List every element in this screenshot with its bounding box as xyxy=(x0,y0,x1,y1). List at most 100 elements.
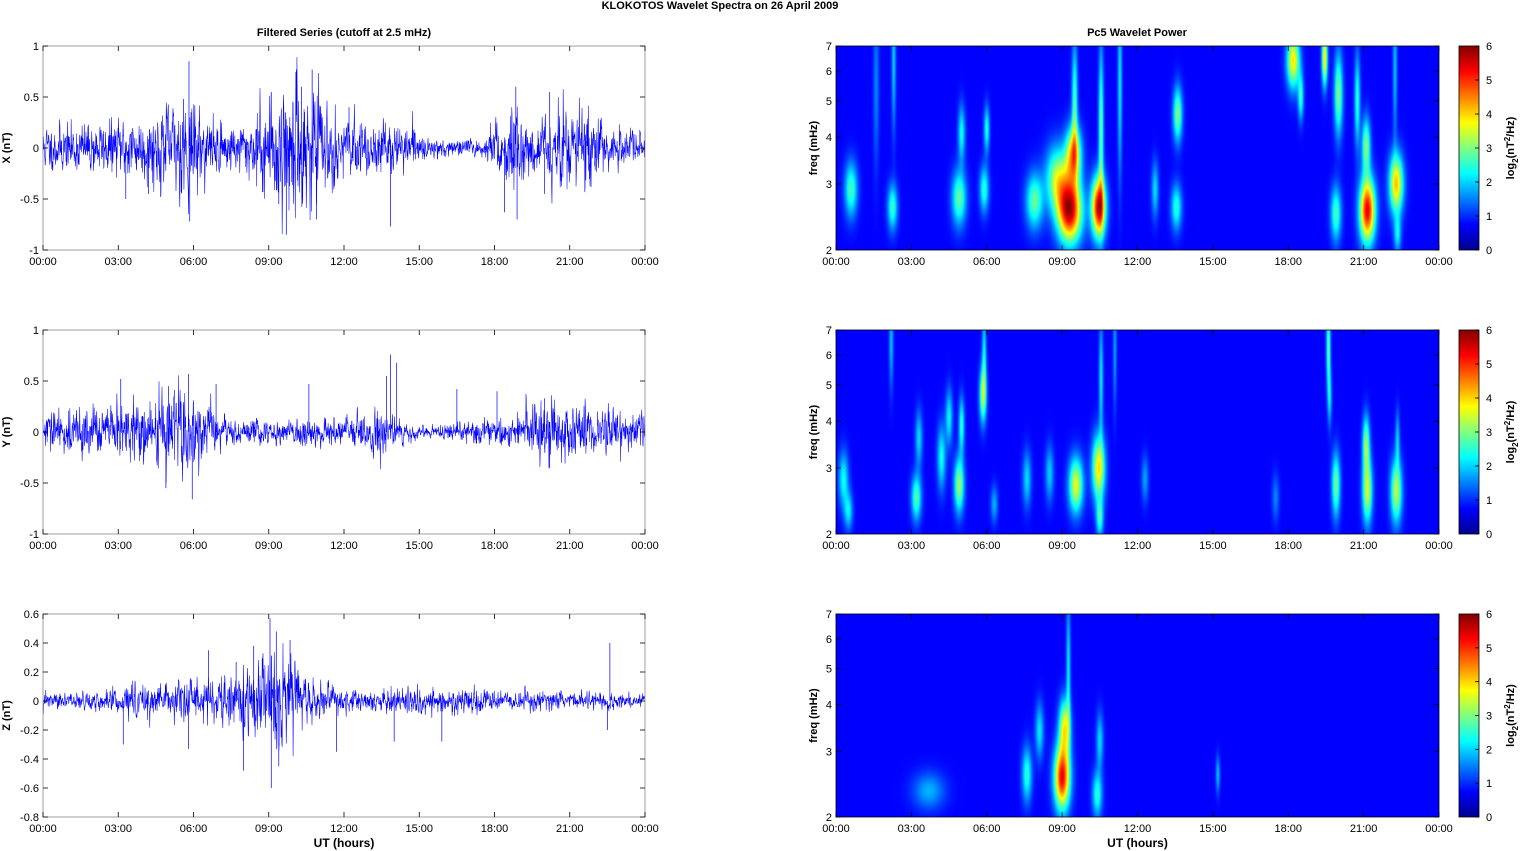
z-wavelet-spectrogram xyxy=(836,614,1439,817)
y-series-ylabel: Y (nT) xyxy=(1,416,13,447)
y-wavelet-colorbar-tick-label: 0 xyxy=(1486,529,1492,541)
x-series-panel: -1 -0.5 0 0.5 1 X (nT) 00:00 03:00 06:00 09:00 12:… xyxy=(1,41,659,268)
x-wavelet-xtick-label: 21:00 xyxy=(1350,256,1378,268)
z-series-xtick-label: 21:00 xyxy=(556,823,584,835)
y-wavelet-ylabel: freq (mHz) xyxy=(808,404,820,459)
x-wavelet-xtick-label: 18:00 xyxy=(1274,256,1302,268)
z-wavelet-xtick-label: 15:00 xyxy=(1199,823,1227,835)
z-wavelet-ytick-label: 4 xyxy=(826,700,832,712)
y-series-ytick-label: 0 xyxy=(33,427,39,439)
z-wavelet-xlabel: UT (hours) xyxy=(1107,836,1168,850)
x-wavelet-xtick-label: 12:00 xyxy=(1124,256,1152,268)
y-series-panel: -1 -0.5 0 0.5 1 Y (nT) 00:00 03:00 06:00 09:00 12:… xyxy=(1,325,659,552)
x-wavelet-xtick-label: 00:00 xyxy=(1425,256,1453,268)
z-series-xtick-label: 00:00 xyxy=(29,823,57,835)
x-wavelet-colorbar-tick-label: 4 xyxy=(1486,109,1492,121)
x-series-xtick-label: 09:00 xyxy=(255,256,283,268)
z-series-ytick-label: 0.2 xyxy=(24,667,39,679)
y-wavelet-ytick-label: 3 xyxy=(826,463,832,475)
x-series-xtick-label: 00:00 xyxy=(29,256,57,268)
y-series-ytick-label: 1 xyxy=(33,325,39,337)
z-wavelet-xtick-label: 06:00 xyxy=(973,823,1001,835)
z-wavelet-ytick-label: 5 xyxy=(826,664,832,676)
y-wavelet-colorbar-tick-label: 5 xyxy=(1486,359,1492,371)
x-wavelet-colorbar-label-part: /Hz) xyxy=(1505,116,1517,137)
z-wavelet-ytick-label: 6 xyxy=(826,634,832,646)
z-series-ytick-label: -0.4 xyxy=(20,754,39,766)
z-series-ytick-label: 0.6 xyxy=(24,609,39,621)
y-series-xtick-label: 12:00 xyxy=(330,540,358,552)
x-wavelet-colorbar-label-part: (nT xyxy=(1505,141,1517,158)
x-wavelet-xtick-label: 09:00 xyxy=(1048,256,1076,268)
x-series-xtick-label: 00:00 xyxy=(631,256,659,268)
left-column-title: Filtered Series (cutoff at 2.5 mHz) xyxy=(257,27,432,39)
y-wavelet-colorbar-tick-label: 1 xyxy=(1486,495,1492,507)
z-series-ytick-label: -0.2 xyxy=(20,725,39,737)
y-wavelet-xtick-label: 15:00 xyxy=(1199,540,1227,552)
z-wavelet-xtick-label: 09:00 xyxy=(1048,823,1076,835)
z-wavelet-colorbar-label-part: 2 xyxy=(1511,725,1520,730)
y-wavelet-spectrogram xyxy=(836,330,1439,534)
y-wavelet-colorbar-label-part: log xyxy=(1505,447,1517,464)
z-series-trace xyxy=(42,643,646,756)
z-wavelet-colorbar-label: log2(nT2/Hz) xyxy=(1503,684,1520,747)
z-wavelet-xtick-label: 18:00 xyxy=(1274,823,1302,835)
x-wavelet-colorbar-tick-label: 6 xyxy=(1486,41,1492,53)
y-wavelet-xtick-label: 06:00 xyxy=(973,540,1001,552)
y-series-ytick-label: -0.5 xyxy=(20,478,39,490)
panels: -1 -0.5 0 0.5 1 X (nT) 00:00 03:00 06:00 09:00 12:… xyxy=(1,41,1520,850)
z-series-xtick-label: 09:00 xyxy=(255,823,283,835)
y-series-xtick-label: 00:00 xyxy=(631,540,659,552)
y-wavelet-colorbar-label-part: 2 xyxy=(1511,442,1520,447)
z-wavelet-xtick-label: 12:00 xyxy=(1124,823,1152,835)
z-wavelet-xtick-label: 00:00 xyxy=(1425,823,1453,835)
z-wavelet-colorbar-tick-label: 0 xyxy=(1486,812,1492,824)
x-wavelet-ytick-label: 2 xyxy=(826,245,832,257)
y-wavelet-colorbar-tick-label: 2 xyxy=(1486,461,1492,473)
x-wavelet-ytick-label: 5 xyxy=(826,96,832,108)
y-wavelet-xtick-label: 21:00 xyxy=(1350,540,1378,552)
x-wavelet-xtick-label: 15:00 xyxy=(1199,256,1227,268)
y-series-xtick-label: 15:00 xyxy=(405,540,433,552)
y-wavelet-colorbar-label-part: /Hz) xyxy=(1505,400,1517,421)
y-series-xtick-label: 09:00 xyxy=(255,540,283,552)
z-wavelet-colorbar-label-part: 2 xyxy=(1503,704,1512,709)
z-series-xlabel: UT (hours) xyxy=(314,836,375,850)
y-wavelet-xtick-label: 12:00 xyxy=(1124,540,1152,552)
z-wavelet-colorbar-label-part: log xyxy=(1505,730,1517,747)
y-wavelet-xtick-label: 03:00 xyxy=(898,540,926,552)
y-series-ytick-label: -1 xyxy=(29,529,39,541)
x-wavelet-colorbar-label-part: 2 xyxy=(1503,136,1512,141)
x-wavelet-colorbar-tick-label: 2 xyxy=(1486,177,1492,189)
y-wavelet-colorbar-label: log2(nT2/Hz) xyxy=(1503,400,1520,463)
z-wavelet-ytick-label: 7 xyxy=(826,609,832,621)
x-series-xtick-label: 03:00 xyxy=(104,256,132,268)
x-wavelet-panel: 2 3 4 5 6 7 freq (mHz) 00:00 03:00 06:00 09:00 12:0… xyxy=(808,41,1520,268)
x-wavelet-xtick-label: 03:00 xyxy=(898,256,926,268)
y-series-xtick-label: 06:00 xyxy=(180,540,208,552)
z-wavelet-colorbar-tick-label: 3 xyxy=(1486,711,1492,723)
z-series-xtick-label: 06:00 xyxy=(180,823,208,835)
figure-title: KLOKOTOS Wavelet Spectra on 26 April 200… xyxy=(602,0,839,12)
y-wavelet-xtick-label: 09:00 xyxy=(1048,540,1076,552)
x-series-xtick-label: 18:00 xyxy=(481,256,509,268)
z-series-xtick-label: 15:00 xyxy=(405,823,433,835)
x-wavelet-colorbar-tick-label: 5 xyxy=(1486,75,1492,87)
y-wavelet-xtick-label: 00:00 xyxy=(1425,540,1453,552)
z-wavelet-xtick-label: 21:00 xyxy=(1350,823,1378,835)
z-series-ytick-label: 0.4 xyxy=(24,638,39,650)
z-series-ytick-label: -0.6 xyxy=(20,783,39,795)
z-series-plot-area xyxy=(43,614,645,817)
z-wavelet-colorbar-tick-label: 2 xyxy=(1486,744,1492,756)
y-series-trace xyxy=(42,375,646,483)
y-series-xtick-label: 03:00 xyxy=(104,540,132,552)
x-wavelet-ytick-label: 3 xyxy=(826,179,832,191)
z-wavelet-xtick-label: 03:00 xyxy=(898,823,926,835)
x-wavelet-colorbar-tick-label: 0 xyxy=(1486,245,1492,257)
x-series-xtick-label: 15:00 xyxy=(405,256,433,268)
z-series-ytick-label: -0.8 xyxy=(20,812,39,824)
z-wavelet-colorbar-label-part: /Hz) xyxy=(1505,684,1517,705)
